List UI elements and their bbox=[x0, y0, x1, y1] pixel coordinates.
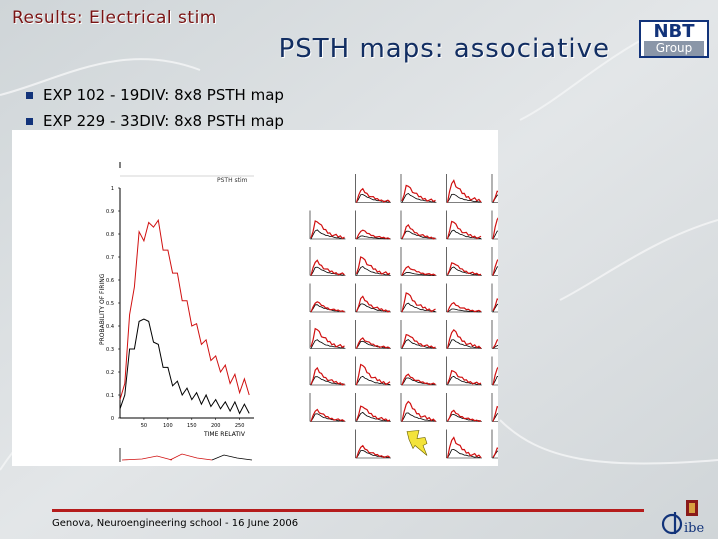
y-axis-label: PROBABILITY OF FIRING bbox=[99, 273, 106, 345]
bullet-text: EXP 102 - 19DIV: 8x8 PSTH map bbox=[43, 86, 284, 104]
y-tick-label: 0.4 bbox=[106, 324, 114, 330]
x-tick-label: 100 bbox=[163, 423, 173, 429]
psth-chart-svg: PSTH stim 00.10.20.30.40.50.60.70.80.91 … bbox=[99, 162, 664, 462]
psth-map-cell bbox=[400, 320, 437, 349]
psth-map-cell bbox=[491, 356, 528, 386]
psth-map-cell bbox=[400, 283, 437, 313]
y-tick-label: 0.1 bbox=[106, 393, 114, 399]
logo-line1: NBT bbox=[653, 21, 695, 42]
psth-map-cell bbox=[309, 393, 346, 422]
psth-map-cell bbox=[446, 356, 482, 386]
slide-footer: Genova, Neuroengineering school - 16 Jun… bbox=[52, 518, 299, 529]
psth-map-cell bbox=[400, 356, 437, 386]
y-tick-label: 0 bbox=[111, 416, 114, 422]
main-series-group bbox=[119, 218, 250, 415]
chart-title: PSTH stim bbox=[217, 177, 248, 184]
psth-map-cell bbox=[355, 174, 391, 203]
psth-map-cell bbox=[446, 174, 482, 203]
psth-map-cell bbox=[400, 247, 437, 276]
psth-map-cell bbox=[309, 210, 346, 240]
psth-map-cell bbox=[491, 174, 528, 203]
psth-map-cell bbox=[355, 283, 391, 313]
psth-map-cell bbox=[355, 247, 391, 276]
y-tick-label: 0.3 bbox=[106, 347, 114, 353]
psth-map-cell bbox=[491, 283, 528, 313]
footer-divider bbox=[52, 509, 644, 512]
psth-map-cell bbox=[491, 210, 528, 240]
y-tick-label: 1 bbox=[111, 186, 114, 192]
psth-map-cell bbox=[355, 429, 391, 459]
psth-map-cell bbox=[491, 247, 528, 276]
psth-map-cell bbox=[400, 210, 437, 240]
psth-main-plot: PSTH stim 00.10.20.30.40.50.60.70.80.91 … bbox=[99, 162, 254, 462]
psth-map-cell bbox=[446, 247, 482, 276]
x-tick-label: 200 bbox=[211, 423, 221, 429]
slide-title: PSTH maps: associative bbox=[278, 34, 610, 64]
psth-map-cell bbox=[355, 210, 391, 240]
strip-trace bbox=[211, 454, 253, 461]
logo-line2: Group bbox=[644, 41, 704, 56]
x-tick-label: 250 bbox=[235, 423, 245, 429]
psth-map-cell bbox=[446, 393, 482, 423]
psth-map-cell bbox=[400, 174, 437, 203]
x-tick-labels: 50 100 150 200 250 bbox=[141, 418, 245, 429]
nbt-group-logo: NBT Group bbox=[639, 20, 709, 58]
y-tick-label: 0.8 bbox=[106, 232, 114, 238]
bullet-square-icon bbox=[26, 118, 33, 125]
psth-map-cell bbox=[446, 429, 482, 459]
x-tick-label: 150 bbox=[187, 423, 197, 429]
y-tick-labels: 0 0.1 0.2 0.3 0.4 0.5 0.6 0.7 0.8 0.9 1 bbox=[106, 186, 120, 422]
bullet-square-icon bbox=[26, 92, 33, 99]
y-tick-label: 0.6 bbox=[106, 278, 114, 284]
psth-8x8-map bbox=[309, 174, 664, 459]
psth-series-line bbox=[119, 318, 250, 415]
psth-map-cell bbox=[355, 320, 391, 349]
psth-map-cell bbox=[446, 320, 482, 349]
svg-text:ibe: ibe bbox=[684, 521, 704, 536]
psth-map-cell bbox=[491, 320, 528, 350]
strip-trace bbox=[121, 455, 173, 461]
psth-map-cell bbox=[446, 210, 482, 240]
bullet-item: EXP 102 - 19DIV: 8x8 PSTH map bbox=[26, 86, 284, 104]
y-tick-label: 0.7 bbox=[106, 255, 114, 261]
x-tick-label: 50 bbox=[141, 423, 147, 429]
psth-map-cell bbox=[446, 283, 482, 313]
psth-map-cell bbox=[491, 393, 528, 422]
psth-map-cell bbox=[309, 356, 346, 386]
stimulation-bolt-icon bbox=[406, 430, 428, 456]
dibe-logo-icon: ibe bbox=[661, 500, 704, 536]
psth-map-cell bbox=[309, 283, 346, 313]
slide-section-tag: Results: Electrical stim bbox=[12, 8, 217, 28]
y-tick-label: 0.2 bbox=[106, 370, 114, 376]
psth-map-cell bbox=[355, 393, 391, 422]
psth-map-cell bbox=[491, 429, 528, 459]
bullet-text: EXP 229 - 33DIV: 8x8 PSTH map bbox=[43, 112, 284, 130]
psth-map-cell bbox=[355, 356, 391, 386]
bottom-strip-plots bbox=[119, 448, 253, 462]
psth-map-cell bbox=[309, 320, 346, 349]
psth-map-cell bbox=[400, 393, 437, 422]
psth-series-line bbox=[119, 218, 250, 400]
y-tick-label: 0.5 bbox=[106, 301, 114, 307]
strip-trace bbox=[169, 453, 213, 461]
bullet-item: EXP 229 - 33DIV: 8x8 PSTH map bbox=[26, 112, 284, 130]
psth-map-cell bbox=[309, 247, 346, 276]
psth-figure: PSTH stim 0 0.1 0.2 0.3 0.4 0.5 0.6 0.7 0.8 0.9 1 … bbox=[12, 130, 664, 466]
x-axis-label: TIME RELATIV bbox=[203, 431, 246, 438]
y-tick-label: 0.9 bbox=[106, 209, 114, 215]
